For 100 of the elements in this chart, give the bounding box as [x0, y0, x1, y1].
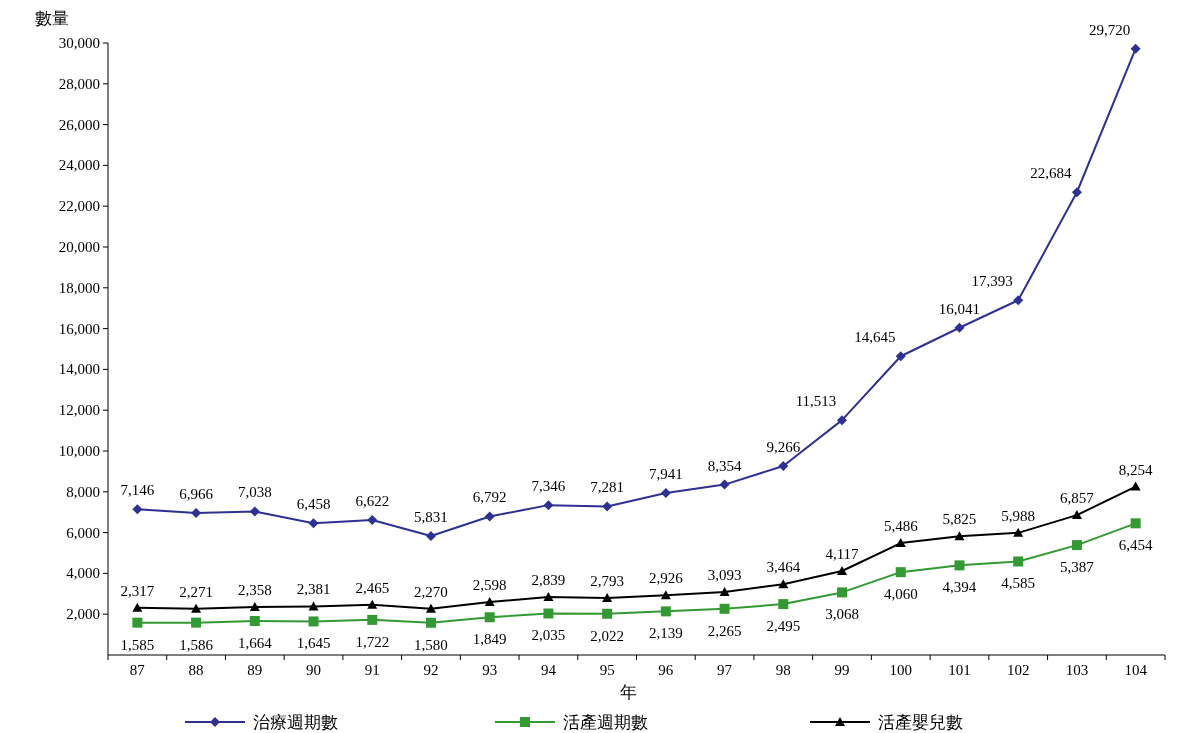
- x-tick-label: 95: [599, 662, 615, 678]
- data-label: 3,068: [825, 606, 859, 623]
- x-tick-label: 103: [1065, 662, 1089, 678]
- point: [191, 603, 202, 613]
- point: [132, 617, 143, 628]
- point: [543, 500, 554, 511]
- data-label: 6,458: [296, 496, 331, 513]
- point: [602, 593, 613, 603]
- x-tick-label: 87: [129, 662, 146, 678]
- point: [543, 608, 554, 619]
- data-label: 17,393: [971, 273, 1013, 290]
- point: [308, 601, 319, 611]
- point: [132, 602, 143, 612]
- data-label: 2,139: [648, 625, 683, 642]
- y-tick-label: 18,000: [58, 279, 100, 296]
- y-tick-label: 24,000: [58, 157, 100, 174]
- x-tick-label: 89: [247, 662, 263, 678]
- point: [132, 504, 143, 515]
- data-label: 2,022: [590, 627, 625, 644]
- y-tick-label: 12,000: [58, 402, 100, 419]
- point: [484, 511, 495, 522]
- y-tick-label: 14,000: [58, 361, 100, 378]
- point: [1071, 540, 1082, 551]
- point: [954, 560, 965, 571]
- data-label: 6,966: [179, 485, 214, 502]
- y-tick-label: 28,000: [58, 75, 100, 92]
- data-label: 16,041: [938, 300, 981, 317]
- data-label: 29,720: [1089, 21, 1131, 38]
- data-label: 7,346: [531, 478, 566, 495]
- data-label: 5,831: [414, 509, 448, 526]
- data-label: 1,586: [179, 636, 214, 653]
- point: [249, 616, 260, 627]
- point: [367, 599, 378, 609]
- data-label: 5,486: [883, 518, 919, 535]
- x-tick-label: 90: [306, 662, 322, 678]
- point: [249, 601, 260, 611]
- point: [543, 592, 554, 602]
- x-tick-label: 97: [717, 662, 733, 678]
- data-label: 2,926: [648, 570, 684, 587]
- data-label: 7,146: [120, 482, 155, 499]
- point: [895, 538, 906, 548]
- data-label: 7,941: [648, 466, 683, 482]
- point: [954, 531, 965, 541]
- point: [1071, 187, 1082, 198]
- data-label: 11,513: [795, 393, 837, 410]
- point: [602, 608, 613, 619]
- point: [484, 612, 495, 623]
- point: [1130, 43, 1141, 54]
- data-label: 2,035: [531, 627, 566, 644]
- point: [719, 479, 730, 490]
- point: [1013, 556, 1024, 567]
- y-tick-label: 26,000: [58, 116, 100, 133]
- data-label: 2,839: [531, 572, 566, 589]
- point: [660, 606, 671, 617]
- data-label: 2,317: [120, 582, 155, 599]
- y-tick-label: 30,000: [58, 35, 100, 51]
- point: [719, 586, 730, 596]
- data-label: 9,266: [766, 438, 801, 455]
- data-label: 2,598: [472, 577, 507, 593]
- point: [954, 322, 965, 333]
- point: [308, 518, 319, 529]
- point: [1130, 481, 1141, 491]
- point: [367, 514, 378, 525]
- legend-label: 治療週期數: [253, 713, 338, 732]
- data-label: 2,793: [590, 573, 625, 590]
- y-tick-label: 22,000: [58, 198, 100, 215]
- data-label: 1,849: [472, 631, 507, 648]
- x-tick-label: 88: [188, 662, 204, 678]
- data-label: 2,358: [237, 581, 272, 598]
- data-label: 2,270: [414, 583, 448, 600]
- data-label: 5,825: [942, 511, 977, 528]
- y-tick-label: 6,000: [66, 524, 100, 541]
- x-tick-label: 98: [775, 662, 791, 678]
- x-tick-label: 102: [1006, 662, 1030, 678]
- point: [837, 566, 848, 576]
- point: [425, 603, 436, 613]
- point: [1130, 518, 1141, 529]
- data-label: 1,645: [296, 635, 331, 652]
- data-label: 2,495: [766, 618, 801, 635]
- y-tick-label: 8,000: [66, 483, 100, 500]
- data-label: 1,580: [414, 636, 448, 653]
- legend-label: 活產週期數: [563, 713, 648, 732]
- point: [778, 579, 789, 589]
- point: [778, 599, 789, 610]
- point: [484, 597, 495, 606]
- point: [837, 587, 848, 598]
- data-label: 4,117: [825, 546, 860, 563]
- point: [249, 506, 260, 517]
- data-label: 8,354: [707, 457, 742, 474]
- point: [367, 614, 378, 625]
- data-label: 7,038: [237, 484, 272, 501]
- point: [425, 617, 436, 628]
- y-axis-title: 數量: [35, 9, 69, 28]
- data-label: 1,664: [237, 635, 273, 652]
- point: [191, 507, 202, 518]
- y-tick-label: 20,000: [58, 239, 100, 255]
- data-label: 3,093: [707, 566, 742, 583]
- data-label: 14,645: [854, 329, 896, 346]
- data-label: 8,254: [1118, 461, 1154, 478]
- point: [778, 460, 789, 471]
